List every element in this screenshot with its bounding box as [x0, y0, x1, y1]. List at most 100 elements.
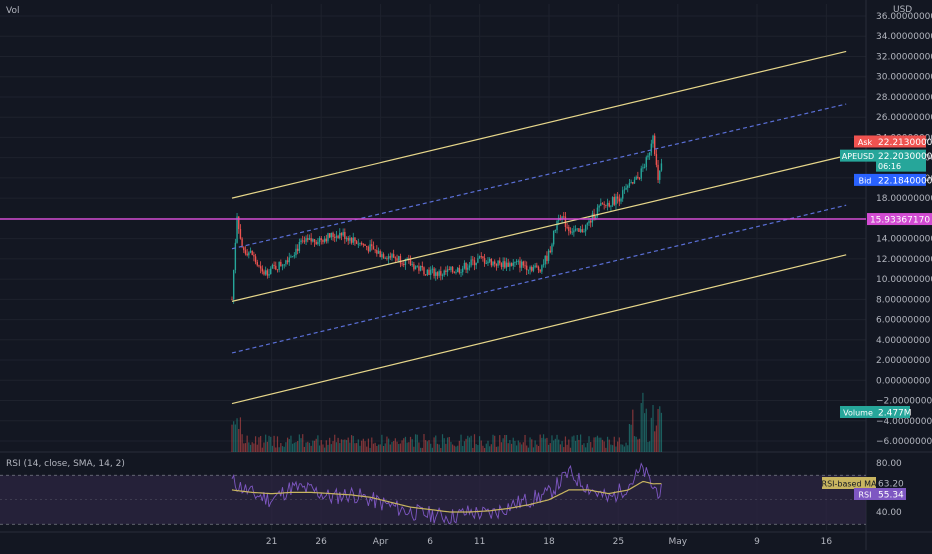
volume-bar	[307, 441, 309, 452]
volume-bar	[519, 442, 521, 452]
volume-bar	[554, 438, 556, 452]
volume-bar	[381, 434, 383, 452]
candle-body	[264, 270, 267, 275]
candle-body	[610, 205, 612, 207]
volume-bar	[541, 437, 543, 452]
volume-bar	[606, 436, 609, 452]
volume-bar	[435, 435, 437, 452]
volume-bar	[231, 424, 233, 452]
volume-bar	[652, 405, 654, 452]
candle-body	[430, 269, 432, 275]
currency-label: USD	[893, 5, 912, 15]
volume-bar	[660, 412, 663, 452]
volume-bar	[504, 434, 506, 452]
volume-bar	[374, 442, 376, 452]
candle-body	[456, 267, 459, 273]
volume-bar	[649, 441, 651, 452]
volume-bar	[527, 447, 529, 452]
x-tick-label: 25	[613, 537, 624, 547]
y-tick-label: 0.00000000	[876, 376, 931, 386]
volume-bar	[586, 442, 588, 452]
candle-body	[354, 237, 356, 242]
candle-body	[392, 254, 395, 258]
volume-bar	[591, 447, 593, 452]
candle-body	[371, 244, 373, 247]
volume-bar	[330, 444, 332, 452]
volume-bar	[409, 436, 412, 452]
volume-bar	[244, 443, 247, 452]
volume-bar	[532, 447, 535, 452]
volume-bar	[349, 442, 351, 452]
candle-body	[431, 268, 434, 270]
candle-body	[345, 237, 348, 239]
candle-body	[576, 228, 578, 230]
volume-bar	[384, 443, 386, 452]
candle-body	[280, 262, 282, 267]
candle-body	[283, 264, 285, 266]
y-tick-label: 18.00000000	[876, 194, 932, 204]
candle-body	[532, 267, 535, 271]
volume-bar	[455, 446, 457, 452]
candle-body	[411, 264, 413, 266]
candle-body	[643, 167, 646, 168]
candle-body	[616, 196, 619, 199]
candle-body	[344, 232, 346, 239]
candle-body	[249, 250, 252, 253]
candle-body	[305, 238, 307, 242]
volume-bar	[431, 447, 434, 452]
candle-body	[584, 224, 587, 232]
candle-body	[618, 198, 621, 202]
volume-bar	[507, 443, 509, 452]
y-tick-label: 32.00000000	[876, 52, 932, 62]
y-tick-label: 26.00000000	[876, 113, 932, 123]
volume-bar	[285, 442, 287, 452]
candle-body	[300, 240, 302, 243]
volume-bar	[388, 438, 390, 452]
candle-body	[377, 251, 380, 254]
volume-bar	[270, 436, 272, 452]
volume-bar	[643, 413, 646, 452]
volume-bar	[497, 446, 499, 452]
volume-bar	[495, 446, 497, 452]
volume-bar	[386, 436, 388, 452]
volume-bar	[441, 434, 444, 452]
candle-body	[258, 265, 260, 267]
candle-body	[648, 152, 651, 156]
candle-body	[435, 272, 437, 276]
candle-body	[281, 265, 284, 267]
candle-body	[296, 248, 299, 251]
x-tick-label: 9	[754, 537, 760, 547]
candle-body	[605, 205, 607, 206]
volume-bar	[332, 441, 334, 452]
volume-bar	[366, 446, 368, 452]
candle-body	[630, 182, 632, 183]
candle-body	[423, 267, 425, 275]
volume-bar	[234, 424, 236, 452]
candle-body	[571, 232, 573, 234]
candle-body	[645, 157, 647, 168]
candle-body	[421, 265, 423, 268]
rsi-tick-label: 40.00	[876, 508, 902, 518]
y-tick-label: 14.00000000	[876, 235, 932, 245]
candle-body	[494, 261, 496, 265]
y-tick-label: 10.00000000	[876, 275, 932, 285]
candle-body	[488, 259, 491, 262]
candle-body	[595, 216, 597, 220]
volume-bar	[445, 443, 447, 452]
volume-bar	[457, 445, 459, 452]
ask-name: Ask	[858, 138, 873, 147]
volume-name: Volume	[843, 409, 873, 418]
volume-bar	[312, 440, 314, 452]
candle-body	[332, 232, 334, 237]
y-tick-label: 8.00000000	[876, 295, 931, 305]
volume-bar	[320, 440, 322, 452]
volume-bar	[379, 444, 381, 452]
volume-bar	[561, 441, 563, 452]
candle-body	[350, 237, 353, 243]
candle-body	[419, 265, 422, 271]
candle-body	[275, 265, 277, 270]
volume-bar	[263, 442, 265, 452]
